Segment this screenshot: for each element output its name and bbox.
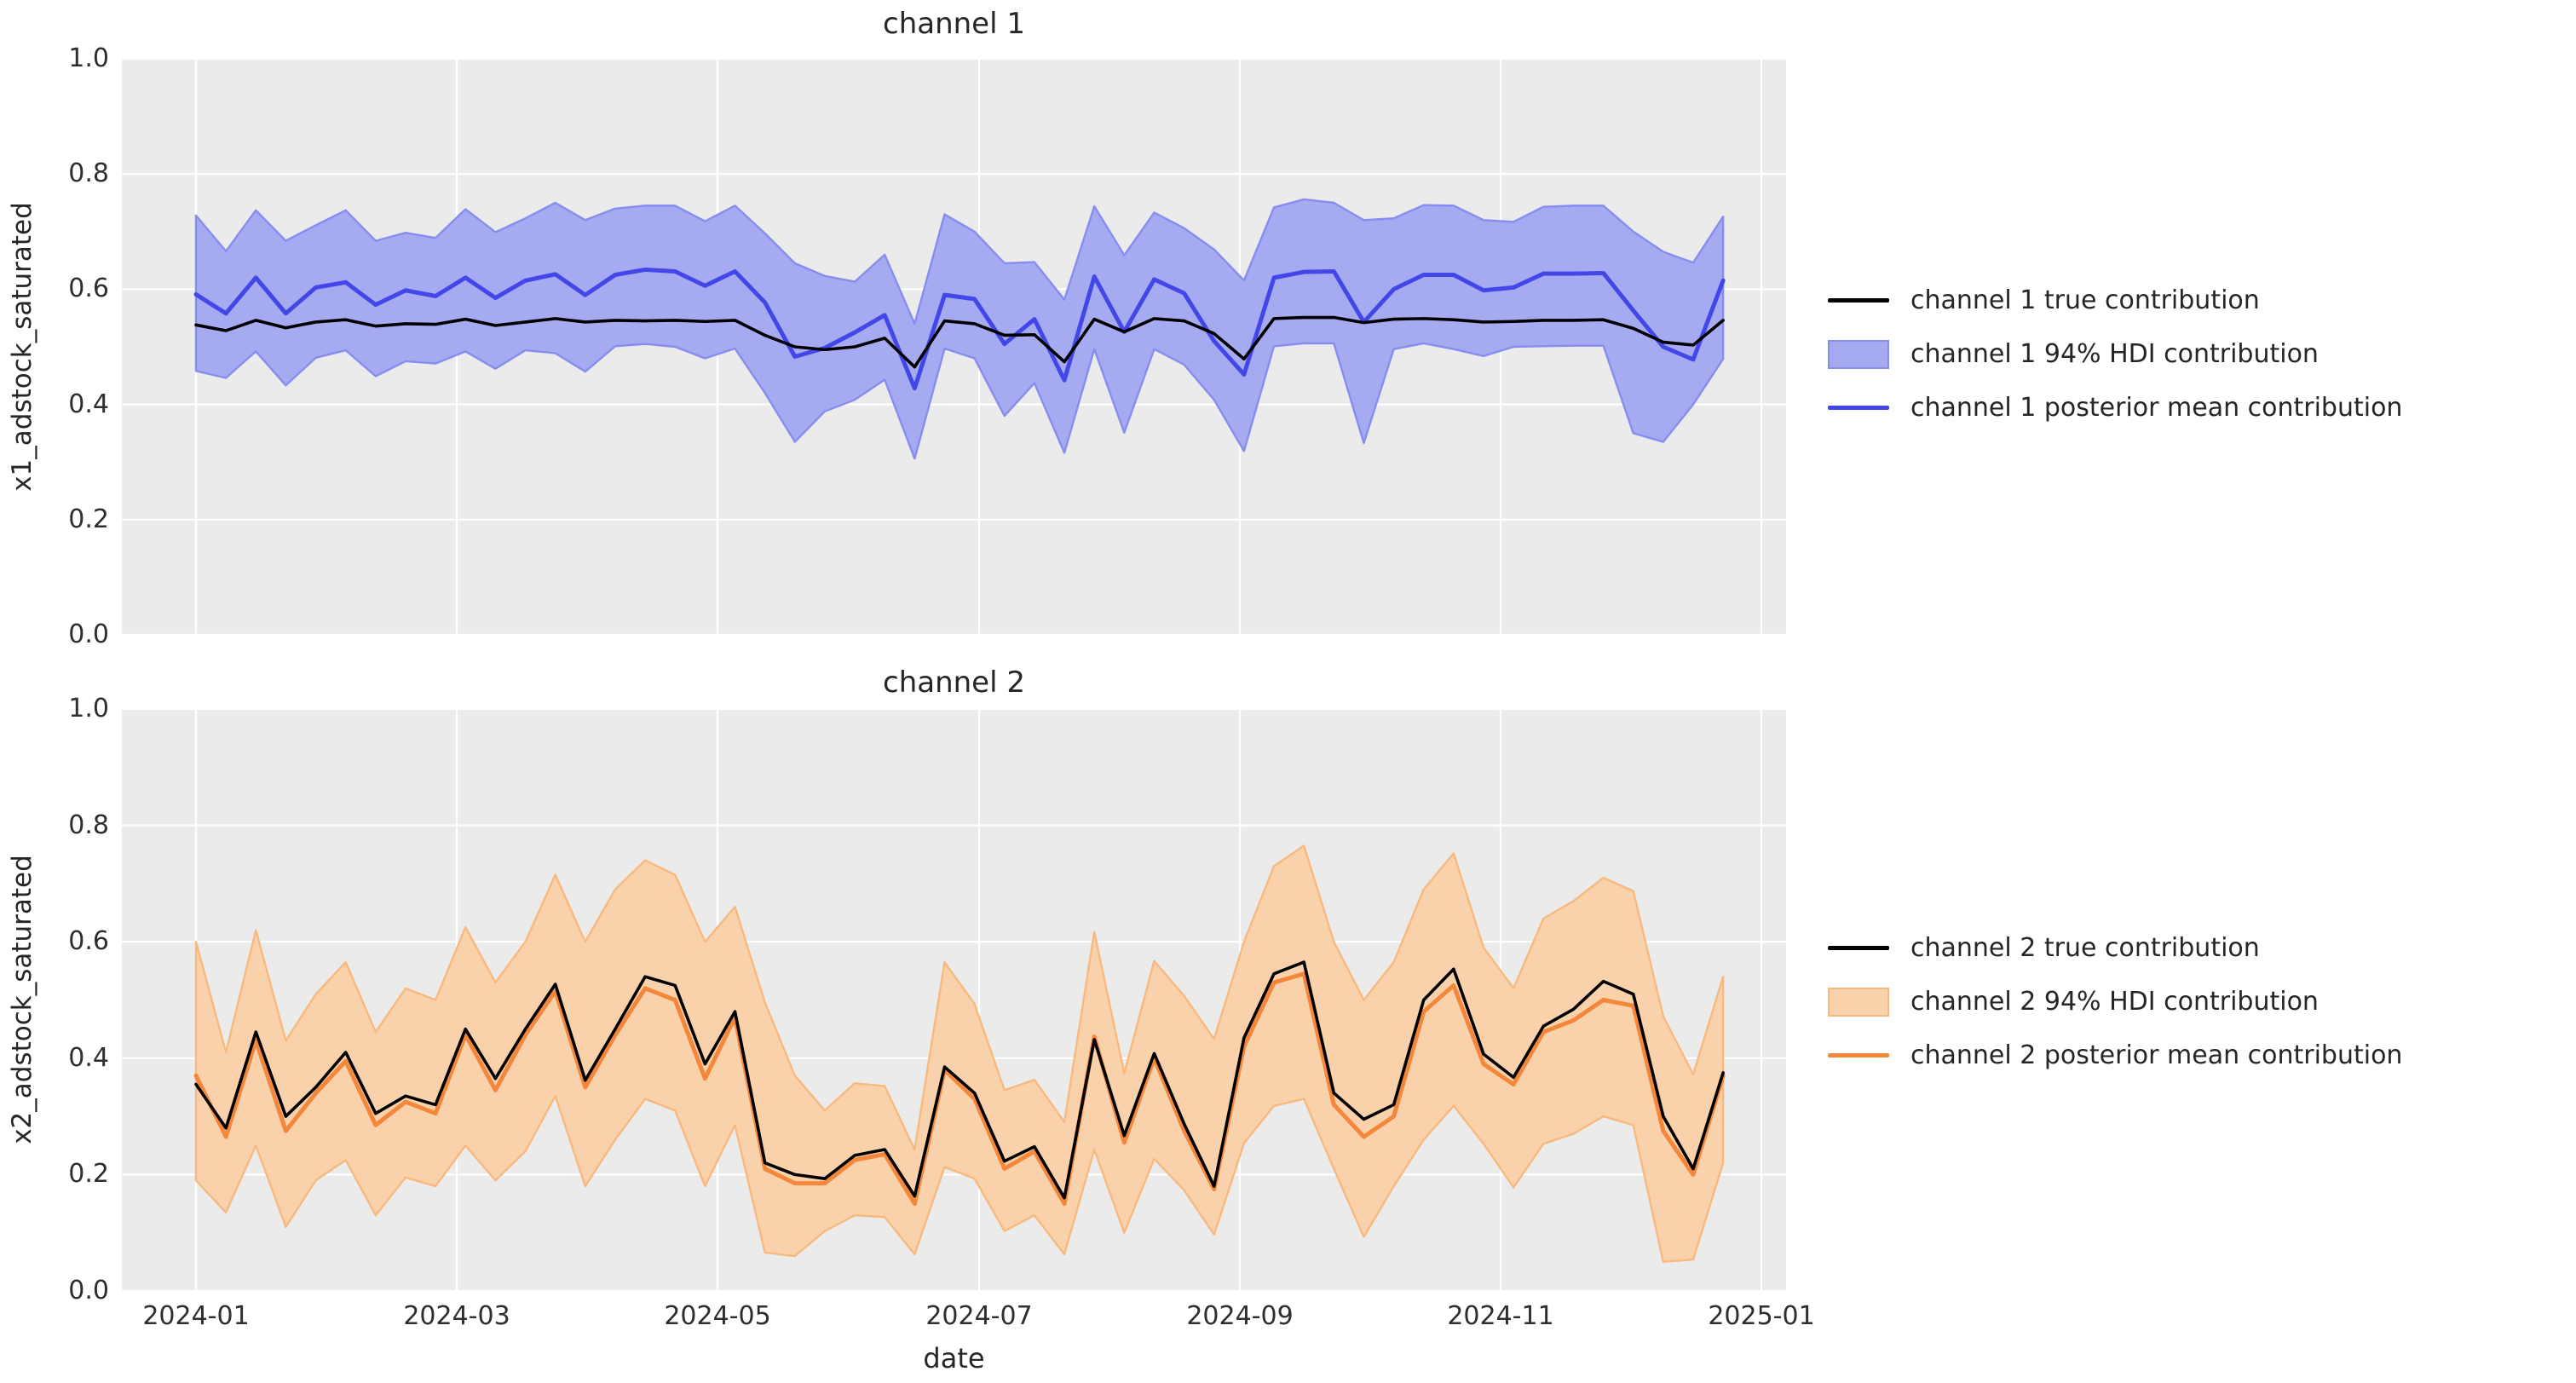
y-tick-label: 0.2 xyxy=(68,504,109,534)
channel-1-posterior-mean-contribution xyxy=(193,267,1726,391)
x-axis-label: date xyxy=(923,1342,985,1374)
panel2-y-axis-label: x2_adstock_saturated xyxy=(7,855,37,1144)
plot-area-channel-2 xyxy=(122,707,1786,1293)
legend-item: channel 1 94% HDI contribution xyxy=(1828,327,2319,381)
y-tick-label: 1.0 xyxy=(68,43,109,73)
y-tick-label: 0.0 xyxy=(68,1276,109,1305)
panel2-title: channel 2 xyxy=(883,666,1025,700)
x-tick-label: 2024-05 xyxy=(664,1301,771,1331)
y-tick-label: 1.0 xyxy=(68,694,109,723)
y-tick-label: 0.4 xyxy=(68,1042,109,1073)
legend-line-swatch-icon xyxy=(1828,406,1889,410)
legend-label: channel 2 posterior mean contribution xyxy=(1910,1040,2403,1070)
legend-patch-swatch-icon xyxy=(1828,987,1889,1017)
legend-line-swatch-icon xyxy=(1828,298,1889,303)
y-tick-label: 0.8 xyxy=(68,810,109,840)
x-tick-label: 2025-01 xyxy=(1708,1301,1815,1331)
y-tick-label: 0.6 xyxy=(68,274,109,304)
legend-line-swatch-icon xyxy=(1828,1053,1889,1057)
channel-2-posterior-mean-contribution xyxy=(193,971,1726,1207)
legend-label: channel 2 true contribution xyxy=(1910,933,2260,963)
legend-patch-swatch-icon xyxy=(1828,339,1889,369)
hdi-band xyxy=(194,198,1725,460)
hdi-band xyxy=(194,844,1725,1264)
legend-label: channel 1 true contribution xyxy=(1910,285,2260,315)
legend-item: channel 1 true contribution xyxy=(1828,274,2260,327)
legend-item: channel 2 94% HDI contribution xyxy=(1828,975,2319,1029)
legend-line-swatch-icon xyxy=(1828,946,1889,950)
legend-label: channel 2 94% HDI contribution xyxy=(1910,987,2319,1017)
y-tick-label: 0.0 xyxy=(68,619,109,649)
legend-label: channel 1 94% HDI contribution xyxy=(1910,339,2319,369)
legend-item: channel 2 true contribution xyxy=(1828,921,2260,975)
channel-2-true-contribution xyxy=(194,960,1725,1200)
x-tick-label: 2024-09 xyxy=(1186,1301,1294,1331)
legend-item: channel 2 posterior mean contribution xyxy=(1828,1029,2402,1082)
panel1-y-axis-label: x1_adstock_saturated xyxy=(7,202,37,492)
legend-label: channel 1 posterior mean contribution xyxy=(1910,393,2403,423)
x-tick-label: 2024-01 xyxy=(142,1301,250,1331)
x-tick-label: 2024-07 xyxy=(925,1301,1033,1331)
x-tick-label: 2024-11 xyxy=(1447,1301,1554,1331)
y-tick-label: 0.4 xyxy=(68,389,109,419)
legend-item: channel 1 posterior mean contribution xyxy=(1828,381,2402,435)
y-tick-label: 0.6 xyxy=(68,926,109,957)
y-tick-label: 0.8 xyxy=(68,158,109,189)
channel-1-true-contribution xyxy=(194,315,1725,369)
plot-area-channel-1 xyxy=(122,57,1786,637)
y-tick-label: 0.2 xyxy=(68,1159,109,1190)
panel1-title: channel 1 xyxy=(883,7,1025,41)
x-tick-label: 2024-03 xyxy=(403,1301,510,1331)
